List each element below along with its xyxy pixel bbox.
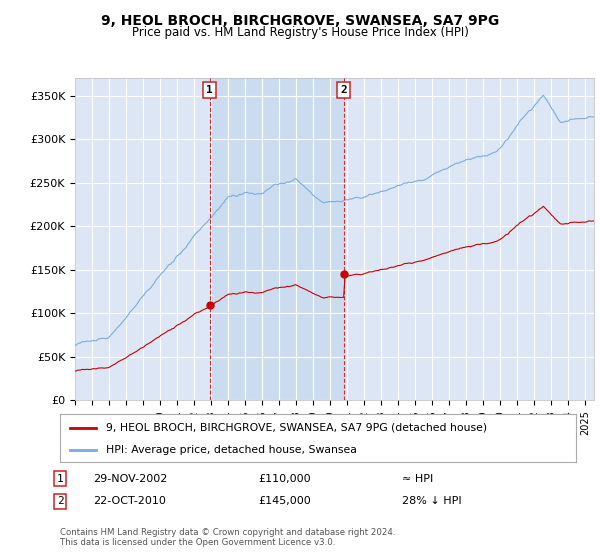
Text: 9, HEOL BROCH, BIRCHGROVE, SWANSEA, SA7 9PG: 9, HEOL BROCH, BIRCHGROVE, SWANSEA, SA7 … — [101, 14, 499, 28]
Text: 2: 2 — [56, 496, 64, 506]
Text: 22-OCT-2010: 22-OCT-2010 — [93, 496, 166, 506]
Text: 2: 2 — [340, 85, 347, 95]
Text: 1: 1 — [56, 474, 64, 484]
Text: 29-NOV-2002: 29-NOV-2002 — [93, 474, 167, 484]
Text: HPI: Average price, detached house, Swansea: HPI: Average price, detached house, Swan… — [106, 445, 358, 455]
Text: Price paid vs. HM Land Registry's House Price Index (HPI): Price paid vs. HM Land Registry's House … — [131, 26, 469, 39]
Bar — [209, 78, 344, 400]
Text: £145,000: £145,000 — [258, 496, 311, 506]
Text: Contains HM Land Registry data © Crown copyright and database right 2024.
This d: Contains HM Land Registry data © Crown c… — [60, 528, 395, 547]
Text: 1: 1 — [206, 85, 213, 95]
Text: 9, HEOL BROCH, BIRCHGROVE, SWANSEA, SA7 9PG (detached house): 9, HEOL BROCH, BIRCHGROVE, SWANSEA, SA7 … — [106, 423, 488, 433]
Text: ≈ HPI: ≈ HPI — [402, 474, 433, 484]
Text: 28% ↓ HPI: 28% ↓ HPI — [402, 496, 461, 506]
Text: £110,000: £110,000 — [258, 474, 311, 484]
